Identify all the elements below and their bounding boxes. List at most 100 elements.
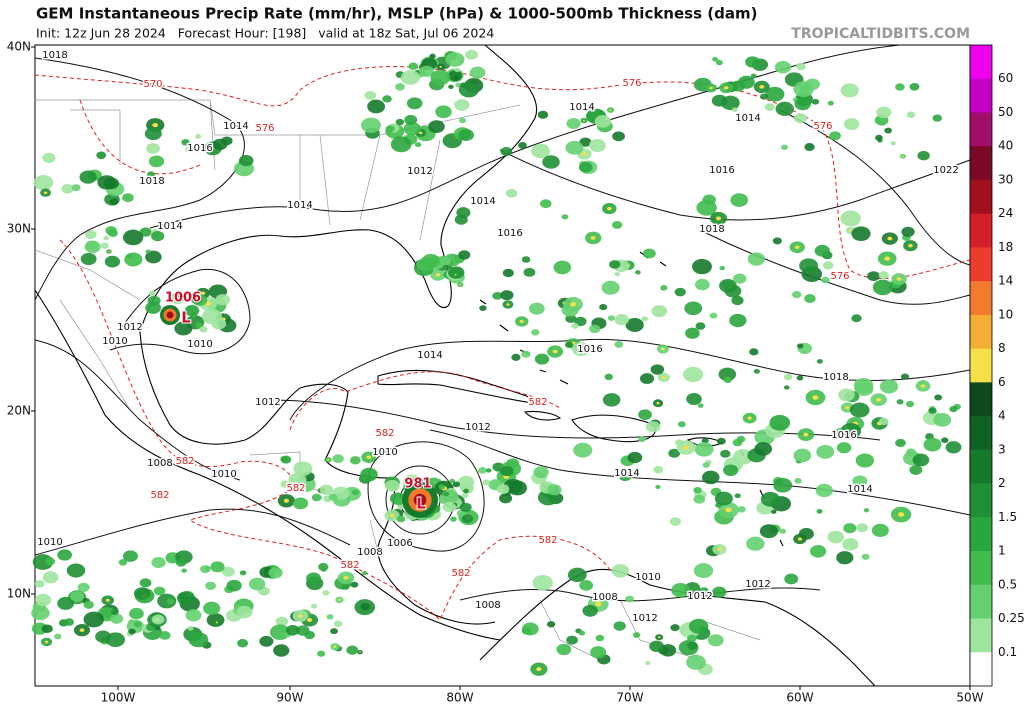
precip-cell <box>784 573 799 585</box>
precip-cell <box>523 267 536 277</box>
precip-cell <box>685 327 700 339</box>
precip-cell <box>452 481 461 488</box>
precip-cell <box>500 147 513 156</box>
precip-cell <box>783 385 790 390</box>
precip-cell <box>537 110 549 119</box>
precip-core <box>197 135 200 138</box>
precip-cell <box>288 472 307 487</box>
precip-cell <box>521 622 539 636</box>
precip-cell <box>590 646 607 659</box>
precip-cell <box>707 634 724 647</box>
precip-cell <box>154 625 161 631</box>
precip-cell <box>571 342 591 357</box>
precip-cell <box>292 497 309 510</box>
precip-cell <box>542 155 560 169</box>
precip-core <box>409 479 416 484</box>
precip-core <box>570 302 577 307</box>
precip-cell <box>42 571 59 584</box>
precip-cell <box>485 468 492 473</box>
precip-cell <box>195 322 203 328</box>
precip-core <box>359 651 361 653</box>
precip-cell <box>836 551 854 565</box>
precip-cell <box>430 69 451 86</box>
precip-cell <box>122 229 144 246</box>
colorbar-swatch <box>970 449 992 484</box>
precip-cell <box>332 454 344 463</box>
isobar-label: 1018 <box>139 176 164 187</box>
precip-cell <box>793 448 812 463</box>
precip-cell <box>677 421 686 428</box>
precip-cell <box>574 316 587 327</box>
colorbar-swatch <box>970 179 992 214</box>
precip-cell <box>693 486 702 494</box>
precip-core <box>79 628 85 633</box>
isobar-label: 1012 <box>407 166 432 177</box>
colorbar-swatch <box>970 314 992 349</box>
precip-cell <box>31 605 50 621</box>
precip-cell <box>556 643 572 656</box>
precip-cell <box>843 118 860 131</box>
precip-cell <box>566 118 581 129</box>
precip-cell <box>601 280 620 295</box>
precip-cell <box>561 214 569 220</box>
precip-cell <box>693 563 714 579</box>
isobar-label: 1014 <box>223 121 248 132</box>
precip-cell <box>719 266 725 271</box>
precip-cell <box>909 465 923 475</box>
isobar-label: 1014 <box>470 196 495 207</box>
precip-cell <box>304 630 316 640</box>
precip-cell <box>821 276 830 284</box>
precip-core <box>327 458 330 461</box>
precip-cell <box>609 260 621 269</box>
precip-cell <box>306 572 322 584</box>
precip-cell <box>896 399 904 405</box>
precip-cell <box>80 252 97 266</box>
precip-core <box>297 614 303 618</box>
precip-cell <box>330 628 338 635</box>
precip-cell <box>933 413 952 427</box>
precip-cell <box>632 632 641 638</box>
isobar-label: 1010 <box>37 537 62 548</box>
precip-core <box>536 667 542 672</box>
thickness-label: 582 <box>286 483 305 494</box>
precip-cell <box>458 129 475 142</box>
precip-cell <box>900 373 910 380</box>
precip-cell <box>521 350 531 358</box>
precip-cell <box>385 125 395 133</box>
precip-cell <box>909 82 920 91</box>
precip-cell <box>200 565 211 574</box>
precip-cell <box>187 626 194 631</box>
precip-cell <box>221 136 233 146</box>
precip-cell <box>360 117 381 133</box>
precip-cell <box>478 467 487 474</box>
isobar-label: 1014 <box>287 200 312 211</box>
isobar-label: 1012 <box>465 422 490 433</box>
isobar-label: 1014 <box>417 350 442 361</box>
precip-cell <box>455 82 462 88</box>
precip-cell <box>328 493 338 501</box>
colorbar-swatch <box>970 45 992 80</box>
precip-cell <box>760 491 781 507</box>
precip-cell <box>123 550 138 562</box>
precip-cell <box>917 150 930 161</box>
precip-cell <box>439 256 452 266</box>
isobar-label: 1010 <box>635 572 660 583</box>
precip-cell <box>429 53 436 59</box>
isobar-label: 1014 <box>847 484 872 495</box>
precip-cell <box>614 314 630 326</box>
precip-cell <box>746 536 765 551</box>
storm-core <box>413 493 427 507</box>
precip-cell <box>645 421 661 433</box>
precip-cell <box>856 523 868 533</box>
colorbar-label: 1.5 <box>998 510 1017 524</box>
precip-cell <box>594 115 612 128</box>
precip-core <box>759 85 765 89</box>
precip-cell <box>421 253 440 268</box>
subtitle: Init: 12z Jun 28 2024 Forecast Hour: [19… <box>36 26 494 41</box>
precip-cell <box>588 138 606 153</box>
precip-cell <box>816 444 835 459</box>
precip-field <box>31 49 962 676</box>
precip-cell <box>395 83 405 91</box>
precip-cell <box>310 603 318 609</box>
thickness-label: 576 <box>622 78 641 89</box>
